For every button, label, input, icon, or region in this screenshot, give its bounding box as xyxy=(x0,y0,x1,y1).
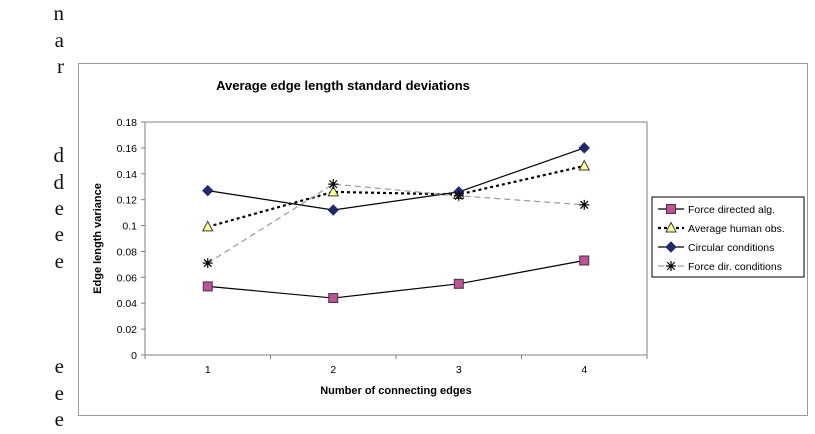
y-tick-label: 0.1 xyxy=(122,221,137,233)
side-text-line: d xyxy=(53,170,65,194)
side-text-line: r xyxy=(57,54,64,78)
legend-marker xyxy=(665,241,677,253)
series-layer xyxy=(201,142,591,304)
side-text-line: e xyxy=(54,222,64,246)
series-line xyxy=(207,164,585,228)
line-chart: Average edge length standard deviations … xyxy=(92,78,805,397)
data-point xyxy=(202,281,213,292)
legend-item: Force directed alg. xyxy=(658,204,775,216)
y-tick-label: 0.04 xyxy=(117,298,138,310)
x-tick-label: 1 xyxy=(205,364,211,376)
side-text-line: d xyxy=(53,143,65,167)
data-point xyxy=(202,258,213,269)
side-text-line: a xyxy=(54,28,64,52)
series-1 xyxy=(202,255,590,304)
x-tick-label: 3 xyxy=(456,364,462,376)
y-tick-label: 0.14 xyxy=(117,169,138,181)
legend: Force directed alg. Average human obs. Cir… xyxy=(651,196,805,278)
side-text-line: e xyxy=(54,381,64,405)
data-point xyxy=(579,199,590,210)
series-line xyxy=(207,147,585,211)
side-text-fragment: n a r d d e e e e e e xyxy=(0,0,70,434)
y-tick-label: 0.18 xyxy=(117,117,138,129)
legend-marker xyxy=(666,261,676,271)
data-point xyxy=(328,179,339,190)
side-text-line: e xyxy=(54,196,64,220)
legend-item: Circular conditions xyxy=(658,241,774,254)
x-axis-title: Number of connecting edges xyxy=(320,385,472,397)
series-line xyxy=(207,259,585,299)
y-tick-label: 0.12 xyxy=(117,195,138,207)
legend-item: Average human obs. xyxy=(658,221,785,235)
chart-frame: Average edge length standard deviations … xyxy=(78,63,808,416)
x-axis: 1 2 3 4 xyxy=(144,354,648,376)
data-point xyxy=(579,255,590,266)
legend-marker xyxy=(665,221,677,233)
y-tick-label: 0.16 xyxy=(117,143,138,155)
data-point xyxy=(202,184,214,197)
x-tick-label: 2 xyxy=(330,364,336,376)
x-tick-label: 4 xyxy=(581,364,587,376)
data-point xyxy=(453,190,464,201)
plot-area xyxy=(144,121,648,356)
y-tick-label: 0.06 xyxy=(117,272,138,284)
data-point xyxy=(578,142,590,154)
data-point xyxy=(453,278,464,289)
data-point xyxy=(327,185,340,197)
legend-label: Circular conditions xyxy=(688,242,774,254)
side-text-line: e xyxy=(54,249,64,273)
data-point xyxy=(328,293,339,304)
legend-label: Force dir. conditions xyxy=(688,261,782,273)
y-axis: 0 0.02 0.04 0.06 0.08 0.1 0.12 0.14 0.16 0.18 xyxy=(117,117,146,362)
data-point xyxy=(578,159,591,171)
y-tick-label: 0 xyxy=(131,350,137,362)
series-4 xyxy=(202,179,590,269)
data-point xyxy=(201,220,214,232)
legend-box xyxy=(651,196,805,278)
series-line xyxy=(207,183,585,264)
y-tick-label: 0.08 xyxy=(117,246,138,258)
y-tick-label: 0.02 xyxy=(117,324,138,336)
legend-label: Force directed alg. xyxy=(688,204,775,216)
side-text-line: n xyxy=(53,1,65,25)
side-text-line: e xyxy=(54,407,64,431)
chart-title: Average edge length standard deviations xyxy=(216,78,470,93)
legend-item: Force dir. conditions xyxy=(658,261,782,273)
side-text-line: e xyxy=(54,354,64,378)
data-point xyxy=(327,204,339,216)
legend-marker xyxy=(666,204,676,214)
y-axis-title: Edge length variance xyxy=(92,183,104,294)
legend-label: Average human obs. xyxy=(688,223,785,235)
